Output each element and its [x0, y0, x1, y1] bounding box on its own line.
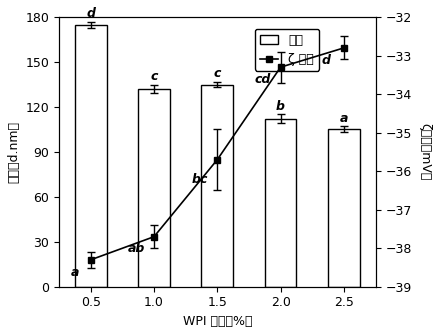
Legend: 粒径, ζ 电势: 粒径, ζ 电势 — [254, 29, 319, 71]
Text: ab: ab — [127, 243, 145, 256]
Bar — [138, 89, 170, 287]
Text: cd: cd — [254, 73, 271, 86]
X-axis label: WPI 浓度（%）: WPI 浓度（%） — [183, 315, 252, 328]
Text: d: d — [86, 7, 95, 20]
Y-axis label: ζ电势（mV）: ζ电势（mV） — [418, 123, 431, 181]
Text: d: d — [321, 54, 331, 67]
Y-axis label: 粒径（d.nm）: 粒径（d.nm） — [7, 121, 20, 183]
Text: bc: bc — [191, 173, 208, 186]
Text: a: a — [71, 266, 79, 279]
Text: a: a — [340, 112, 348, 125]
Bar — [328, 129, 360, 287]
Text: c: c — [214, 67, 221, 80]
Text: b: b — [276, 100, 285, 113]
Bar — [75, 24, 106, 287]
Bar — [265, 119, 297, 287]
Bar — [201, 84, 233, 287]
Text: c: c — [150, 70, 158, 83]
